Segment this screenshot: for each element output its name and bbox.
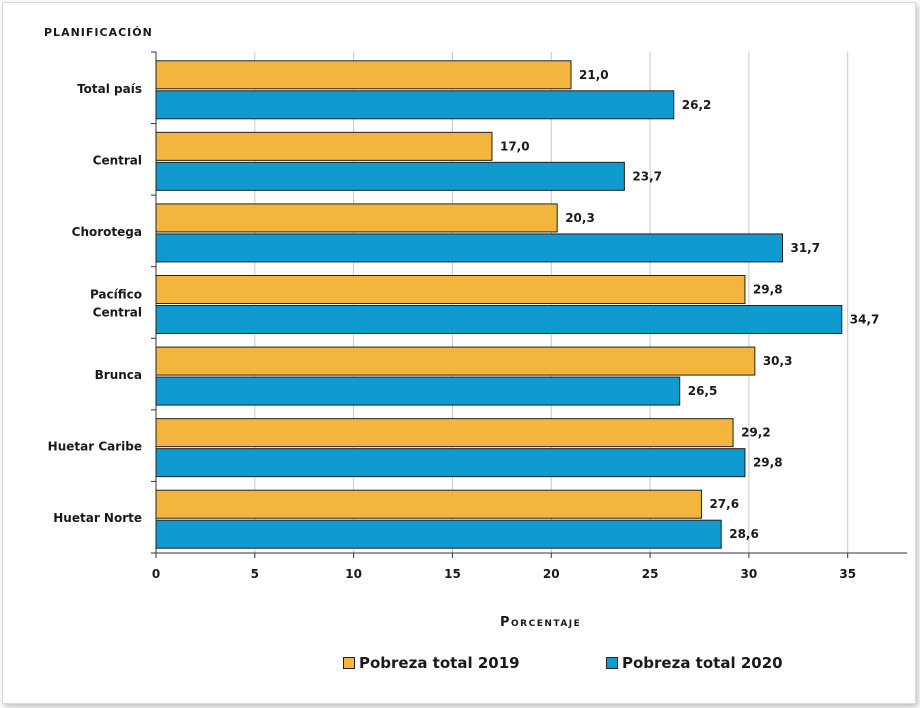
x-tick-label-15: 15 [444,567,461,581]
bar-2019 [155,346,756,376]
data-label-2020: 23,7 [632,169,662,183]
bar-2020 [155,305,843,334]
data-label-2020: 26,2 [682,98,712,112]
x-tick-label-5: 5 [251,567,259,581]
legend-item-2020: Pobreza total 2020 [606,654,783,672]
legend-label-2020: Pobreza total 2020 [622,654,783,672]
bar-2019 [155,418,734,448]
bar-2020 [155,519,722,549]
bar-2019 [155,131,493,161]
x-tick-label-10: 10 [345,567,362,581]
data-label-2019: 21,0 [579,68,609,82]
legend-item-2019: Pobreza total 2019 [343,654,520,672]
category-label: Chorotega [72,225,142,239]
bar-2020 [155,161,625,191]
data-label-2019: 29,2 [741,426,771,440]
bar-2019 [155,275,746,304]
x-tick-label-25: 25 [642,567,659,581]
legend-swatch-2020 [606,657,618,669]
category-label: Brunca [95,368,142,382]
x-tick-label-20: 20 [543,567,560,581]
category-label: Huetar Caribe [48,440,142,454]
legend-label-2019: Pobreza total 2019 [359,654,520,672]
bar-2019 [155,203,558,233]
bar-2020 [155,376,681,406]
data-label-2019: 30,3 [763,354,793,368]
legend-swatch-2019 [343,657,355,669]
x-axis-title: Porcentaje [500,615,582,630]
data-label-2019: 20,3 [565,211,595,225]
bar-2020 [155,90,675,120]
category-label: Total país [77,82,142,96]
data-label-2020: 34,7 [850,313,880,327]
category-label: Central [93,306,142,320]
data-label-2019: 17,0 [500,139,530,153]
data-label-2020: 29,8 [753,456,783,470]
x-tick-label-35: 35 [839,567,856,581]
category-label: Central [93,153,142,167]
data-label-2019: 27,6 [709,497,739,511]
x-tick-label-30: 30 [741,567,758,581]
data-label-2020: 28,6 [729,527,759,541]
y-axis-title: PLANIFICACIÓN [44,26,153,39]
x-tick-label-0: 0 [152,567,160,581]
data-label-2019: 29,8 [753,283,783,297]
data-label-2020: 31,7 [790,241,820,255]
bar-2020 [155,233,783,263]
category-label: Huetar Norte [53,511,142,525]
bar-2020 [155,448,746,478]
bar-2019 [155,60,572,90]
data-label-2020: 26,5 [688,384,718,398]
category-label: Pacífico [90,288,142,302]
bar-2019 [155,489,702,519]
